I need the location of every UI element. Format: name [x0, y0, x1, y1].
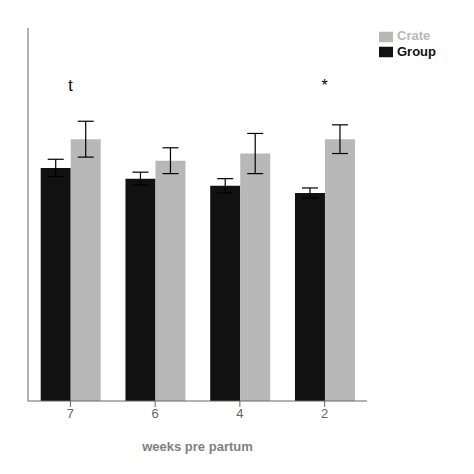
svg-text:4: 4: [236, 406, 243, 421]
html-text:Group: Group: [397, 43, 436, 59]
html-text:Crate: Crate: [397, 28, 431, 43]
svg-text:*: *: [322, 77, 328, 94]
svg-text:2: 2: [321, 406, 328, 421]
svg-text:t: t: [68, 77, 73, 94]
svg-text:weeks pre partum: weeks pre partum: [141, 439, 253, 454]
svg-text:7: 7: [67, 406, 74, 421]
svg-text:6: 6: [152, 406, 159, 421]
